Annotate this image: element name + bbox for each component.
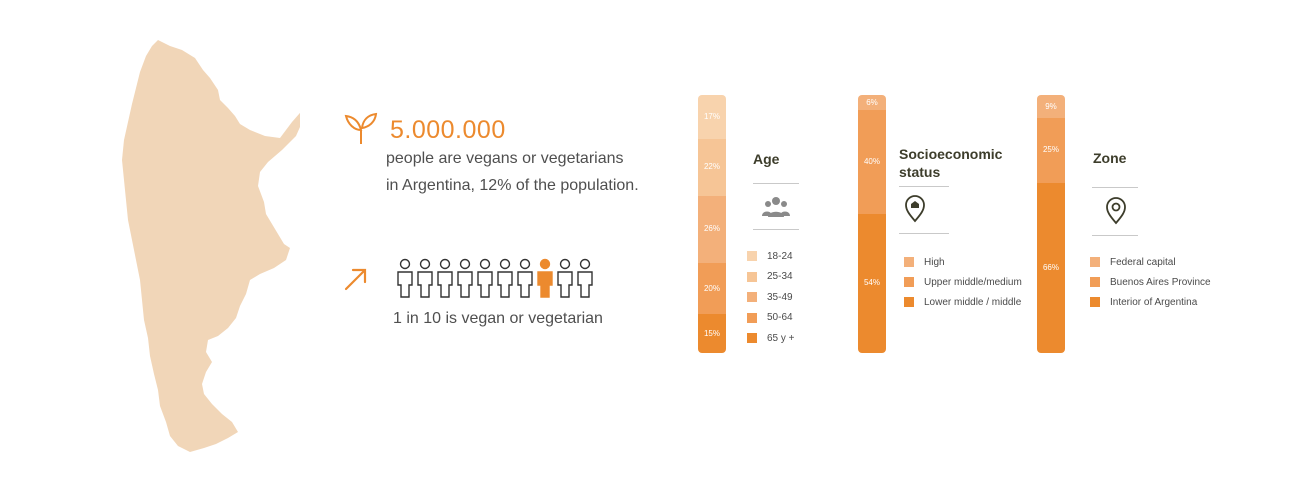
person-icon [397, 258, 413, 298]
socioeconomic-title-divider [899, 186, 949, 187]
socioeconomic-icon-divider [899, 233, 949, 234]
age-segment-label: 20% [703, 283, 720, 293]
socioeconomic-title-line-1: Socioeconomic [899, 146, 1003, 162]
age-chart-title: Age [753, 151, 780, 167]
socioeconomic-legend-label: Upper middle/medium [924, 276, 1022, 288]
population-headline: 5.000.000 [390, 116, 506, 144]
zone-icon-divider [1092, 235, 1138, 236]
socioeconomic-legend: High Upper middle/medium Lower middle / mi… [904, 252, 1022, 312]
socioeconomic-segment [858, 110, 886, 214]
location-pin-icon [1106, 197, 1126, 225]
zone-legend-swatch [1090, 297, 1100, 307]
person-icon [477, 258, 493, 298]
socioeconomic-legend-label: Lower middle / middle [924, 296, 1022, 308]
age-legend-item: 50-64 [747, 308, 795, 329]
person-icon-highlighted [537, 258, 553, 298]
ratio-text: 1 in 10 is vegan or vegetarian [393, 310, 603, 327]
argentina-map [122, 40, 300, 452]
age-legend-label: 35-49 [767, 291, 793, 303]
age-segment [698, 262, 726, 315]
zone-legend-swatch [1090, 277, 1100, 287]
age-legend-item: 35-49 [747, 287, 795, 308]
age-legend-swatch [747, 333, 757, 344]
age-legend-label: 65 y + [767, 332, 795, 344]
age-legend-swatch [747, 271, 757, 282]
zone-legend-item: Buenos Aires Province [1090, 272, 1211, 292]
age-title-divider [753, 183, 799, 184]
age-legend: 18-24 25-34 35-49 50-64 65 y + [747, 246, 795, 349]
zone-legend-item: Interior of Argentina [1090, 292, 1211, 312]
socioeconomic-legend-item: Upper middle/medium [904, 272, 1022, 292]
person-icon [417, 258, 433, 298]
age-stacked-bar: 17% 22% 26% 20% 15% [698, 95, 726, 353]
person-icon [497, 258, 513, 298]
age-segment [698, 95, 726, 139]
people-group-icon [762, 197, 790, 217]
socioeconomic-segment [858, 213, 886, 353]
socioeconomic-legend-item: High [904, 252, 1022, 272]
zone-stacked-bar: 9% 25% 66% [1037, 95, 1065, 353]
zone-segment-label: 9% [1045, 101, 1057, 111]
age-legend-label: 25-34 [767, 271, 793, 283]
socioeconomic-legend-swatch [904, 297, 914, 307]
person-icon [517, 258, 533, 298]
person-icon [577, 258, 593, 298]
age-segment-label: 17% [703, 111, 720, 121]
zone-legend-item: Federal capital [1090, 252, 1211, 272]
zone-segment-label: 66% [1042, 262, 1059, 272]
socioeconomic-legend-swatch [904, 277, 914, 287]
age-segment [698, 195, 726, 263]
zone-title-divider [1092, 187, 1138, 188]
age-legend-label: 18-24 [767, 250, 793, 262]
socioeconomic-segment-label: 54% [863, 278, 880, 288]
age-legend-swatch [747, 312, 757, 323]
description-line-2: in Argentina, 12% of the population. [386, 177, 639, 194]
house-pin-icon [905, 195, 925, 223]
people-ratio-icons [397, 258, 593, 298]
age-legend-swatch [747, 292, 757, 303]
age-segment [698, 138, 726, 196]
arrow-up-right-icon [344, 268, 367, 291]
age-segment [698, 314, 726, 353]
zone-legend-label: Buenos Aires Province [1110, 276, 1211, 288]
age-icon-divider [753, 229, 799, 230]
zone-segment [1037, 182, 1065, 353]
socioeconomic-legend-item: Lower middle / middle [904, 292, 1022, 312]
zone-chart-title: Zone [1093, 150, 1127, 166]
age-legend-item: 18-24 [747, 246, 795, 267]
socioeconomic-legend-label: High [924, 256, 945, 268]
socioeconomic-chart-title: Socioeconomic status [899, 145, 1002, 181]
age-segment-label: 26% [703, 224, 720, 234]
sprout-icon [344, 112, 378, 144]
socioeconomic-stacked-bar: 6% 40% 54% [858, 95, 886, 353]
zone-legend-label: Federal capital [1110, 256, 1176, 268]
age-legend-item: 25-34 [747, 267, 795, 288]
socioeconomic-segment-label: 6% [866, 97, 878, 107]
person-icon [437, 258, 453, 298]
socioeconomic-segment [858, 95, 886, 111]
age-legend-swatch [747, 251, 757, 262]
zone-legend-swatch [1090, 257, 1100, 267]
zone-segment-label: 25% [1042, 145, 1059, 155]
zone-legend-label: Interior of Argentina [1110, 296, 1198, 308]
person-icon [557, 258, 573, 298]
map-shape [122, 40, 300, 452]
zone-segment [1037, 118, 1065, 183]
person-icon [457, 258, 473, 298]
socioeconomic-legend-swatch [904, 257, 914, 267]
age-legend-item: 65 y + [747, 328, 795, 349]
age-legend-label: 50-64 [767, 312, 793, 324]
age-segment-label: 15% [703, 328, 720, 338]
description-line-1: people are vegans or vegetarians [386, 150, 624, 167]
zone-segment [1037, 95, 1065, 119]
zone-legend: Federal capital Buenos Aires Province Inte… [1090, 252, 1211, 312]
socioeconomic-title-line-2: status [899, 164, 941, 180]
age-segment-label: 22% [703, 162, 720, 172]
socioeconomic-segment-label: 40% [863, 157, 880, 167]
